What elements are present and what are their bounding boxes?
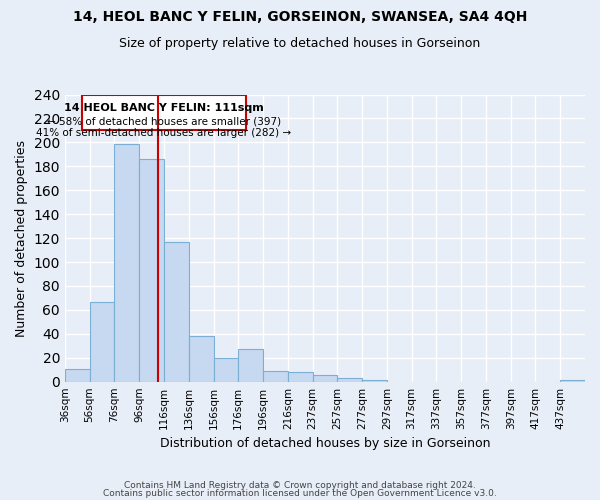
Bar xyxy=(362,380,387,382)
Bar xyxy=(65,368,89,382)
FancyBboxPatch shape xyxy=(82,94,246,130)
Text: 41% of semi-detached houses are larger (282) →: 41% of semi-detached houses are larger (… xyxy=(37,128,292,138)
Bar xyxy=(164,242,189,382)
Bar xyxy=(139,159,164,382)
Bar xyxy=(263,371,288,382)
Text: Contains public sector information licensed under the Open Government Licence v3: Contains public sector information licen… xyxy=(103,488,497,498)
Bar xyxy=(238,350,263,382)
Text: Contains HM Land Registry data © Crown copyright and database right 2024.: Contains HM Land Registry data © Crown c… xyxy=(124,481,476,490)
Bar xyxy=(313,374,337,382)
Bar xyxy=(288,372,313,382)
Text: 14, HEOL BANC Y FELIN, GORSEINON, SWANSEA, SA4 4QH: 14, HEOL BANC Y FELIN, GORSEINON, SWANSE… xyxy=(73,10,527,24)
X-axis label: Distribution of detached houses by size in Gorseinon: Distribution of detached houses by size … xyxy=(160,437,490,450)
Text: ← 58% of detached houses are smaller (397): ← 58% of detached houses are smaller (39… xyxy=(47,116,281,126)
Text: Size of property relative to detached houses in Gorseinon: Size of property relative to detached ho… xyxy=(119,38,481,51)
Y-axis label: Number of detached properties: Number of detached properties xyxy=(15,140,28,336)
Bar xyxy=(89,302,115,382)
Bar xyxy=(337,378,362,382)
Bar xyxy=(189,336,214,382)
Bar xyxy=(115,144,139,382)
Bar xyxy=(214,358,238,382)
Bar xyxy=(560,380,585,382)
Text: 14 HEOL BANC Y FELIN: 111sqm: 14 HEOL BANC Y FELIN: 111sqm xyxy=(64,103,264,113)
